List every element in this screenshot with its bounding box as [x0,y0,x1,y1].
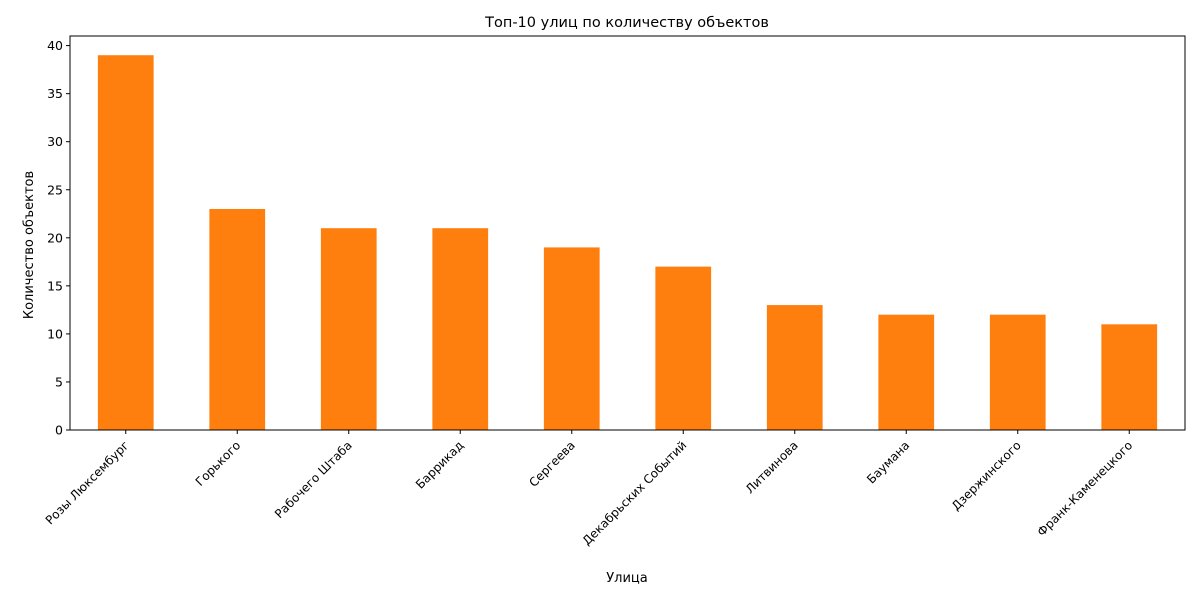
y-tick-label: 40 [47,38,63,53]
plot-frame [69,35,1186,431]
bar [320,228,377,430]
y-tick-label: 30 [47,134,63,149]
bar [989,314,1046,430]
chart-title: Топ-10 улиц по количеству объектов [484,15,769,31]
y-tick-label: 25 [47,182,63,197]
bar [432,228,489,430]
y-tick-label: 15 [47,278,63,293]
bar [209,208,266,430]
x-tick-label: Дзержинского [949,438,1024,513]
y-tick-label: 5 [55,374,63,389]
x-tick-label: Сергеева [526,438,578,490]
x-tick-label: Баррикад [413,438,466,491]
y-tick-label: 35 [47,86,63,101]
x-tick-label: Горького [193,438,244,489]
x-tick-label: Литвинова [743,438,801,496]
y-tick-label: 10 [47,326,63,341]
x-axis-label: Улица [606,571,648,586]
bar [878,314,935,430]
y-axis: 0 5 10 15 20 25 30 35 40 [47,38,70,438]
x-tick-label: Рабочего Штаба [272,438,355,521]
x-tick-label: Розы Люксембург [43,438,132,527]
bar [543,247,600,430]
y-tick-label: 0 [55,423,63,438]
bars-group [97,55,1158,430]
x-axis: Розы Люксембург Горького Рабочего Штаба Бар… [43,430,1135,548]
x-tick-label: Франк-Каменецкого [1034,438,1135,539]
bar [1101,324,1158,430]
y-axis-label: Количество объектов [22,171,37,319]
bar [655,266,712,430]
x-tick-label: Декабрьских Событий [580,438,690,548]
x-tick-label: Баумана [864,438,912,486]
bar [97,55,154,430]
y-tick-label: 20 [47,230,63,245]
bar [766,305,823,430]
